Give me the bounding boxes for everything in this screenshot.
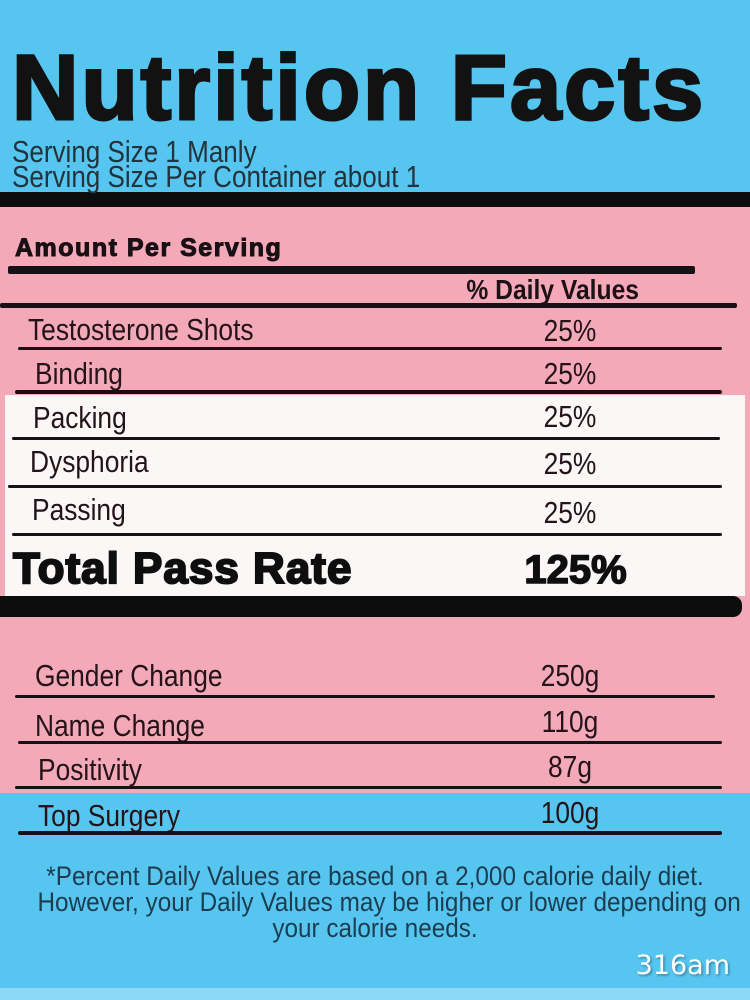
column-header-rule (0, 303, 737, 308)
row-label-packing: Packing (33, 400, 127, 435)
row-divider (8, 485, 722, 488)
row-divider (18, 831, 722, 835)
row-label-name-change: Name Change (35, 708, 205, 743)
row-divider (18, 347, 722, 350)
flag-stripe-blue-top (0, 0, 750, 207)
flag-stripe-white (5, 395, 745, 596)
row-label-gender-change: Gender Change (35, 658, 223, 693)
row-value-name-change: 110g (541, 704, 599, 739)
artist-watermark: 316am (635, 950, 730, 981)
header-separator-bar (0, 192, 750, 207)
total-pass-rate-label: Total Pass Rate (12, 543, 353, 594)
servings-per-container-line: Serving Size Per Container about 1 (12, 159, 421, 194)
serving-info: Serving Size 1 Manly Serving Size Per Co… (12, 134, 498, 194)
row-value-testosterone-shots: 25% (543, 313, 597, 348)
row-label-testosterone-shots: Testosterone Shots (28, 312, 254, 347)
row-label-positivity: Positivity (38, 752, 142, 787)
footnote-line-2: However, your Daily Values may be higher… (37, 887, 741, 917)
row-value-binding: 25% (543, 356, 597, 391)
flag-stripe-pink-upper (0, 207, 750, 395)
section-double-rule (8, 266, 695, 274)
row-divider (15, 695, 715, 698)
row-value-top-surgery: 100g (540, 795, 600, 830)
row-value-dysphoria: 25% (543, 446, 597, 481)
row-divider (15, 390, 722, 394)
row-divider (12, 533, 722, 536)
row-value-positivity: 87g (548, 749, 592, 784)
serving-size-line: Serving Size 1 Manly (12, 134, 257, 169)
daily-values-column-header: % Daily Values (466, 274, 639, 305)
row-value-packing: 25% (543, 399, 597, 434)
flag-stripe-pink-lower (0, 596, 750, 793)
row-label-dysphoria: Dysphoria (30, 444, 149, 479)
bottom-light-strip (0, 988, 750, 1000)
total-pass-rate-value: 125% (524, 547, 628, 593)
page-title: Nutrition Facts (10, 37, 707, 139)
footnote-line-1: *Percent Daily Values are based on a 2,0… (46, 861, 704, 891)
row-label-top-surgery: Top Surgery (38, 798, 181, 833)
row-label-binding: Binding (35, 356, 123, 391)
flag-stripe-blue-bottom (0, 793, 750, 1000)
amount-per-serving-label: Amount Per Serving (14, 234, 283, 263)
row-divider (12, 437, 720, 440)
row-divider (18, 741, 722, 744)
total-separator-bar (0, 596, 742, 617)
row-divider (15, 786, 722, 789)
footnote-line-3: your calorie needs. (272, 913, 478, 943)
row-value-gender-change: 250g (540, 658, 600, 693)
row-label-passing: Passing (32, 492, 126, 527)
row-value-passing: 25% (543, 495, 597, 530)
